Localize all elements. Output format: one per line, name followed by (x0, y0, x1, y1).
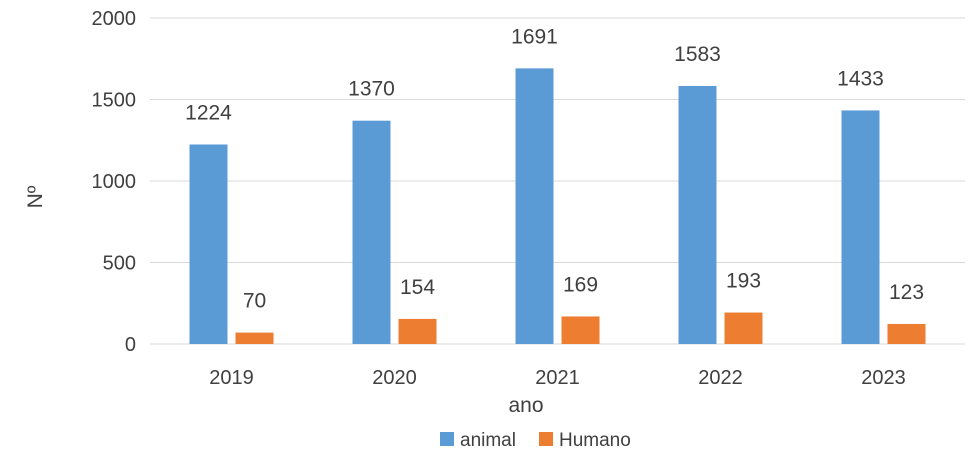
data-label-humano-2020: 154 (400, 276, 435, 299)
legend-swatch-humano (539, 432, 553, 446)
bar-animal-2023 (841, 110, 880, 345)
bar-humano-2021 (561, 316, 600, 344)
y-tick-label-1000: 1000 (92, 171, 137, 193)
data-label-animal-2022: 1583 (674, 43, 721, 66)
data-label-humano-2022: 193 (726, 270, 761, 293)
x-tick-label-2020: 2020 (372, 367, 417, 389)
x-axis-title: ano (508, 394, 543, 417)
bar-animal-2019 (189, 144, 228, 344)
y-axis-ticks: 0 500 1000 1500 2000 (92, 8, 137, 356)
data-label-animal-2020: 1370 (348, 78, 395, 101)
y-tick-label-1500: 1500 (92, 90, 137, 112)
data-label-humano-2021: 169 (563, 273, 598, 296)
y-axis-title: Nº (24, 185, 47, 208)
x-tick-label-2023: 2023 (861, 367, 906, 389)
bar-humano-2022 (724, 312, 763, 344)
legend-label-animal: animal (460, 430, 516, 451)
data-label-humano-2019: 70 (243, 290, 266, 313)
y-tick-label-0: 0 (125, 334, 136, 356)
data-label-animal-2023: 1433 (837, 67, 884, 90)
bar-humano-2020 (398, 318, 437, 344)
bar-animal-2021 (515, 68, 554, 344)
x-tick-label-2021: 2021 (535, 367, 580, 389)
data-label-animal-2021: 1691 (511, 25, 558, 48)
data-label-animal-2019: 1224 (185, 101, 232, 124)
legend-label-humano: Humano (559, 430, 631, 451)
x-tick-label-2022: 2022 (698, 367, 743, 389)
x-tick-label-2019: 2019 (209, 367, 254, 389)
legend: animal Humano (440, 430, 631, 451)
data-label-humano-2023: 123 (889, 281, 924, 304)
bar-animal-2022 (678, 85, 717, 344)
bar-humano-2019 (235, 332, 274, 344)
y-tick-label-2000: 2000 (92, 8, 137, 30)
bars (189, 68, 926, 345)
gridlines (150, 17, 965, 345)
x-axis-ticks: 2019 2020 2021 2022 2023 (209, 367, 906, 389)
bar-animal-2020 (352, 120, 391, 344)
y-tick-label-500: 500 (103, 253, 136, 275)
bar-humano-2023 (887, 323, 926, 344)
data-labels: 1224 70 1370 154 1691 169 1583 193 1433 123 (185, 25, 924, 312)
legend-swatch-animal (440, 432, 454, 446)
